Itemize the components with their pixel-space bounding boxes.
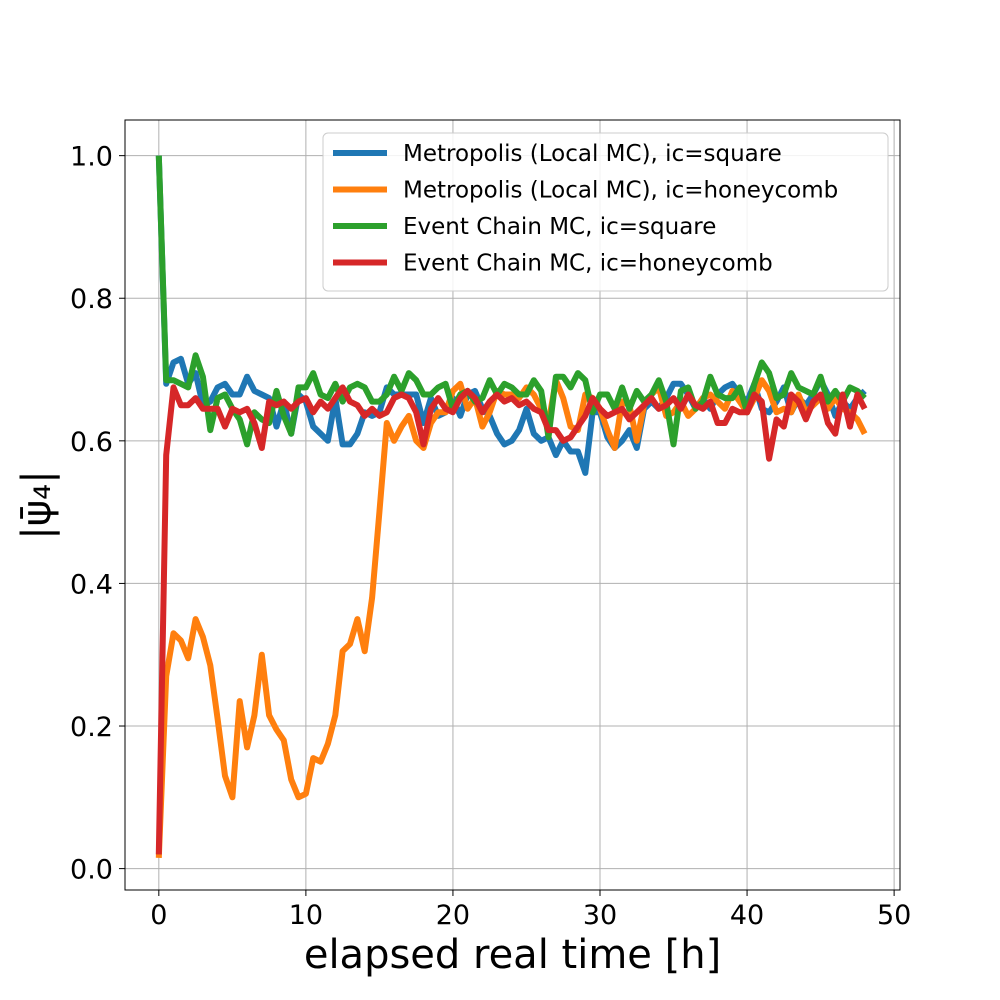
legend-label: Metropolis (Local MC), ic=square	[403, 141, 782, 167]
series-line-4	[155, 384, 868, 855]
series-lines	[155, 155, 868, 859]
x-tick-label: 10	[289, 900, 323, 931]
x-axis-label: elapsed real time [h]	[304, 932, 721, 978]
y-axis-label-group: |ψ̄₄|	[14, 470, 60, 539]
x-tick-label: 0	[150, 900, 167, 931]
legend-label: Event Chain MC, ic=honeycomb	[403, 251, 773, 277]
y-tick-label: 0.2	[70, 712, 113, 743]
x-tick-label: 30	[583, 900, 617, 931]
x-tick-label: 50	[877, 900, 911, 931]
x-tick-label: 20	[436, 900, 470, 931]
y-tick-label: 0.4	[70, 569, 113, 600]
legend-label: Event Chain MC, ic=square	[403, 214, 716, 240]
y-tick-label: 0.6	[70, 427, 113, 458]
legend-box	[322, 132, 889, 292]
x-tick-label: 40	[730, 900, 764, 931]
y-tick-label: 0.0	[70, 855, 113, 886]
y-tick-label: 1.0	[70, 142, 113, 173]
axis-ticks: 0 10 20 30 40 50 0.0 0.2 0.4 0.6 0.8 1.0	[70, 142, 911, 931]
legend: Metropolis (Local MC), ic=square Metropol…	[322, 132, 889, 292]
legend-label: Metropolis (Local MC), ic=honeycomb	[403, 178, 838, 204]
y-axis-label: |ψ̄₄|	[14, 470, 60, 539]
y-tick-label: 0.8	[70, 284, 113, 315]
plot-frame	[124, 119, 901, 891]
